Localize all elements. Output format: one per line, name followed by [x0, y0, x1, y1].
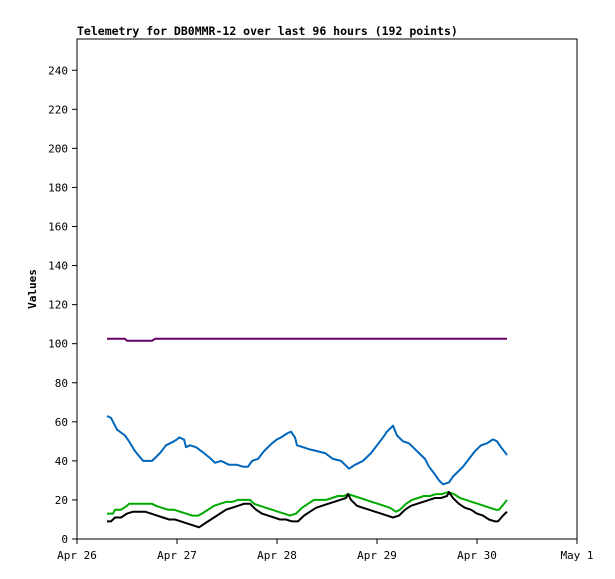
y-tick-label: 220	[48, 103, 68, 116]
x-tick-label: Apr 30	[457, 549, 497, 562]
y-tick-label: 20	[55, 494, 68, 507]
y-tick-label: 80	[55, 377, 68, 390]
y-tick-label: 120	[48, 299, 68, 312]
x-tick-label: Apr 29	[357, 549, 397, 562]
series-layer	[106, 337, 508, 529]
x-tick-label: Apr 28	[257, 549, 297, 562]
y-tick-label: 40	[55, 455, 68, 468]
series-line-2	[106, 415, 508, 486]
y-axis-label: Values	[26, 269, 39, 309]
y-tick-label: 160	[48, 221, 68, 234]
series-line-3	[107, 491, 508, 517]
x-tick-label: May 1	[560, 549, 593, 562]
y-tick-label: 0	[61, 533, 68, 546]
chart-title: Telemetry for DB0MMR-12 over last 96 hou…	[77, 24, 458, 38]
y-tick-label: 140	[48, 260, 68, 273]
x-tick-label: Apr 27	[157, 549, 197, 562]
y-tick-label: 180	[48, 181, 68, 194]
y-tick-label: 240	[48, 64, 68, 77]
y-tick-label: 200	[48, 142, 68, 155]
y-tick-label: 60	[55, 416, 68, 429]
x-tick-label: Apr 26	[57, 549, 97, 562]
series-line-4	[107, 491, 508, 529]
y-axis: 0 20 40 60 80 100 120 140 160 180 200 220 240	[48, 64, 77, 546]
y-tick-label: 100	[48, 338, 68, 351]
series-line-1	[107, 337, 507, 342]
plot-area-frame	[76, 38, 578, 540]
x-axis: Apr 26 Apr 27 Apr 28 Apr 29 Apr 30 May 1	[57, 539, 594, 562]
